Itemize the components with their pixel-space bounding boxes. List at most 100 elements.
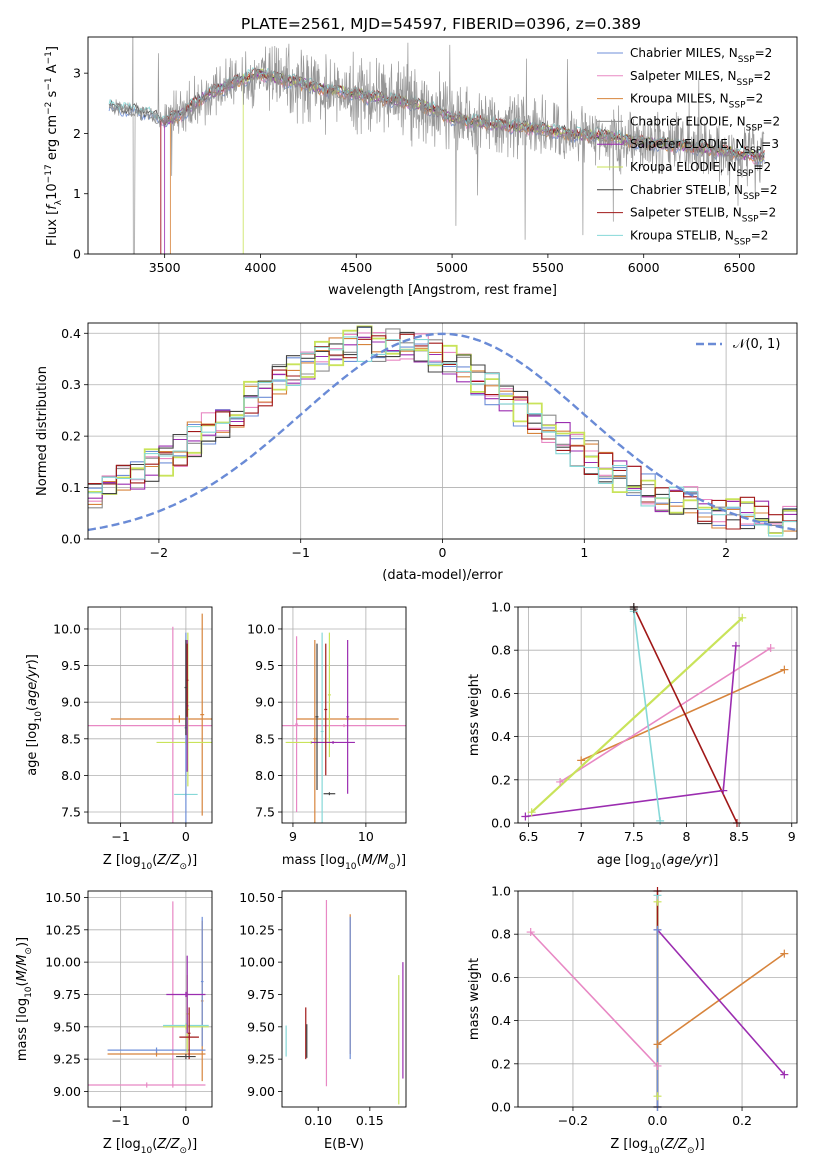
y-tick-label: 0.3	[61, 377, 81, 392]
legend-entry: Salpeter STELIB, NSSP=2	[630, 206, 776, 225]
plot-area	[88, 613, 212, 823]
x-tick-label: 5500	[532, 260, 564, 275]
weight-marker	[527, 808, 536, 817]
x-tick-label: 2	[722, 545, 730, 560]
y-tick-label: 1.0	[491, 884, 511, 899]
grid	[282, 607, 406, 823]
weight-marker	[780, 949, 789, 958]
x-tick-label: 7.5	[624, 829, 644, 844]
weight-marker	[653, 1061, 662, 1070]
y-tick-label: 10.0	[247, 621, 275, 636]
weight-marker	[577, 756, 586, 765]
x-tick-label: 10	[358, 829, 374, 844]
y-tick-label: 10.25	[45, 922, 81, 937]
y-tick-label: 9.5	[255, 658, 275, 673]
x-tick-label: 4500	[340, 260, 372, 275]
y-tick-label: 0.0	[491, 1100, 511, 1115]
legend-entry: Kroupa STELIB, NSSP=2	[630, 228, 768, 247]
axes-age_vs_Z: −1 0 7.5 8.0 8.5 9.0 9.5 10.0 Z [log10(Z/Z⊙)] age…	[25, 606, 213, 872]
x-tick-label: 0.0	[648, 1113, 668, 1128]
y-tick-label: 8.5	[255, 731, 275, 746]
x-tick-label: 5000	[436, 260, 468, 275]
x-tick-label: 8	[682, 829, 690, 844]
y-tick-label: 0.2	[491, 772, 511, 787]
plot-area	[285, 900, 404, 1105]
x-tick-label: −1	[111, 829, 129, 844]
figure-title: PLATE=2561, MJD=54597, FIBERID=0396, z=0…	[241, 15, 641, 33]
x-axis-label: Z [log10(Z/Z⊙)]	[103, 853, 197, 872]
axes-age_vs_mass: 9 10 7.5 8.0 8.5 9.0 9.5 10.0 mass [log10(M/M⊙)]	[247, 606, 407, 872]
axes-frame	[281, 890, 407, 1108]
weight-line	[633, 607, 738, 823]
y-tick-label: 7.5	[61, 805, 81, 820]
y-tick-label: 1	[73, 186, 81, 201]
weight-marker	[653, 1092, 662, 1101]
y-tick-label: 9.50	[53, 1019, 81, 1034]
y-tick-label: 0.0	[491, 816, 511, 831]
y-tick-label: 9.00	[247, 1084, 275, 1099]
y-tick-label: 8.0	[61, 768, 81, 783]
x-tick-label: −1	[111, 1113, 129, 1128]
axes-mass_weight_vs_age: 6.5 7 7.5 8 8.5 9 0.0 0.2 0.4 0.6 0.8 1.0 age [log10…	[467, 600, 798, 872]
grid	[88, 607, 212, 823]
y-tick-label: 3	[73, 66, 81, 81]
x-tick-label: 3500	[149, 260, 181, 275]
x-axis-label: age [log10(age/yr)]	[597, 853, 719, 872]
x-tick-label: 8.5	[729, 829, 749, 844]
weight-marker	[731, 641, 740, 650]
weight-line	[657, 952, 785, 1046]
weight-line	[656, 929, 785, 1076]
weight-marker	[526, 928, 535, 937]
axes-mass_weight_vs_Z: −0.2 0.0 0.2 0.0 0.2 0.4 0.6 0.8 1.0 Z [log10(Z/Z…	[467, 884, 798, 1156]
axes-mass_vs_EBV: 0.10 0.15 9.00 9.25 9.50 9.75 10.00 10.25 10.50 E…	[239, 890, 407, 1152]
axes-spectrum: 3500 4000 4500 5000 5500 6000 6500 0 1 2 3 waveleng…	[44, 36, 798, 298]
spectrum-data-line	[108, 37, 765, 254]
plot-area	[108, 37, 765, 254]
weight-marker	[780, 665, 789, 674]
x-axis-label: Z [log10(Z/Z⊙)]	[103, 1137, 197, 1156]
weight-line	[525, 645, 737, 818]
axes-frame	[87, 322, 798, 540]
plot-area	[88, 901, 209, 1088]
x-axis-label: Z [log10(Z/Z⊙)]	[610, 1137, 704, 1156]
y-tick-label: 0.8	[491, 927, 511, 942]
axes-residuals: −2 −1 0 1 2 0.0 0.1 0.2 0.3 0.4 (data-model)/error…	[35, 322, 798, 583]
legend-entry: Chabrier STELIB, NSSP=2	[630, 183, 778, 202]
x-tick-label: 9	[289, 829, 297, 844]
y-tick-label: 0.8	[491, 643, 511, 658]
axes-frame	[517, 890, 798, 1108]
y-tick-label: 8.0	[255, 768, 275, 783]
weight-line	[580, 668, 785, 762]
y-tick-label: 0	[73, 247, 81, 262]
weight-marker	[521, 812, 530, 821]
y-tick-label: 9.75	[53, 987, 81, 1002]
grid	[88, 891, 212, 1107]
y-tick-label: 0.2	[491, 1056, 511, 1071]
y-tick-label: 1.0	[491, 600, 511, 615]
x-axis-label: (data-model)/error	[382, 568, 503, 583]
grid	[518, 606, 797, 824]
plot-area	[282, 632, 406, 823]
legend-entry: Chabrier ELODIE, NSSP=2	[630, 114, 780, 133]
weight-marker	[766, 644, 775, 653]
weight-marker	[653, 1040, 662, 1049]
x-tick-label: 0	[182, 1113, 190, 1128]
x-axis-label: wavelength [Angstrom, rest frame]	[328, 283, 557, 298]
y-tick-label: 9.50	[247, 1019, 275, 1034]
x-tick-label: 0.10	[304, 1113, 332, 1128]
y-tick-label: 0.6	[491, 686, 511, 701]
x-tick-label: 0	[439, 545, 447, 560]
y-axis-label: Flux [fλ10−17 erg cm−2 s−1 A−1]	[44, 46, 64, 246]
y-tick-label: 9.5	[61, 658, 81, 673]
y-tick-label: 0.4	[491, 1013, 511, 1028]
x-axis-label: E(B-V)	[324, 1137, 364, 1152]
x-tick-label: −1	[291, 545, 309, 560]
y-tick-label: 10.0	[53, 621, 81, 636]
y-axis-label: Normed distribution	[35, 366, 50, 496]
y-axis-label: age [log10(age/yr)]	[25, 654, 44, 776]
x-tick-label: 4000	[245, 260, 277, 275]
y-axis-label: mass weight	[467, 674, 482, 756]
axes-frame	[517, 606, 798, 824]
y-tick-label: 10.50	[45, 890, 81, 905]
